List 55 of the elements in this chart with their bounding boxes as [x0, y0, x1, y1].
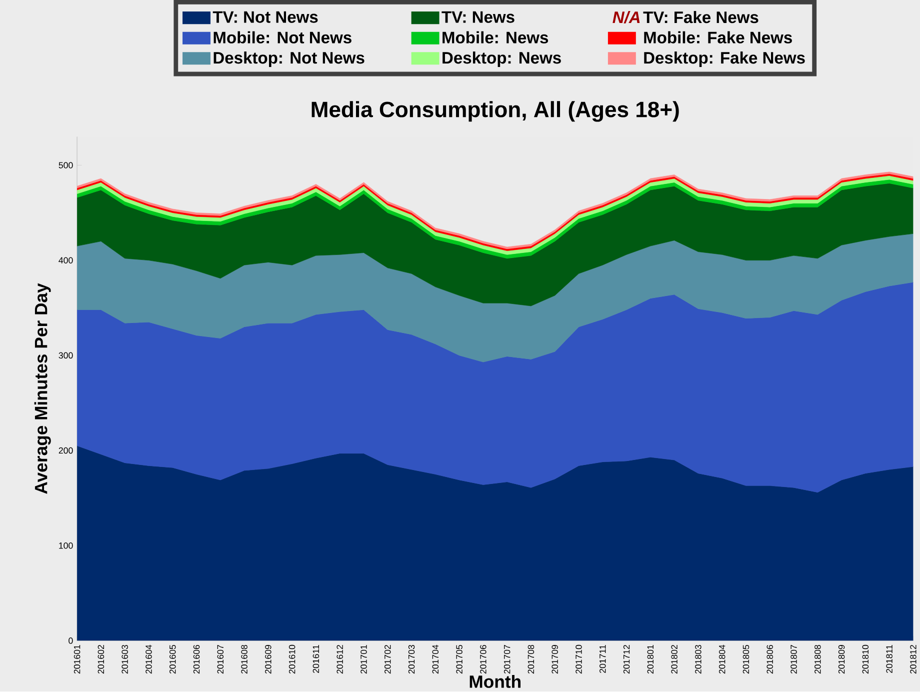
text: TV: Fake News — [643, 11, 758, 24]
x-tick-label: 201711 — [600, 645, 606, 674]
x-tick-label: 201805 — [742, 645, 750, 674]
x-axis-title: Month — [470, 675, 521, 688]
y-tick-label: 200 — [58, 448, 73, 454]
chart-title: Media Consumption, All (Ages 18+) — [312, 101, 679, 122]
x-tick-label: 201808 — [814, 645, 821, 674]
x-tick-label: 201704 — [432, 645, 439, 674]
x-tick-label: 201607 — [217, 645, 224, 674]
x-tick-label: 201803 — [695, 645, 702, 674]
x-tick-label: 201701 — [360, 645, 367, 674]
y-axis-title: Average Minutes Per Day — [34, 283, 51, 494]
x-tick-label: 201610 — [288, 645, 296, 674]
x-tick-label: 201604 — [146, 645, 152, 674]
x-tick-label: 201601 — [74, 645, 80, 674]
x-tick-label: 201812 — [910, 645, 916, 674]
x-tick-label: 201703 — [408, 645, 415, 674]
y-tick-label: 500 — [58, 162, 73, 169]
x-tick-label: 201811 — [886, 645, 892, 674]
x-tick-label: 201706 — [480, 645, 486, 674]
y-tick-label: 0 — [68, 638, 73, 644]
x-tick-label: 201802 — [671, 645, 678, 674]
x-tick-label: 201810 — [862, 645, 869, 674]
legend-label: Desktop: News — [442, 52, 561, 68]
x-tick-label: 201806 — [766, 645, 773, 674]
y-tick-label: 100 — [59, 542, 73, 549]
x-tick-label: 201809 — [838, 645, 845, 674]
x-tick-label: 201603 — [122, 645, 128, 674]
x-tick-label: 201609 — [265, 645, 272, 674]
x-tick-label: 201608 — [241, 645, 248, 674]
legend-label: Mobile: Not News — [214, 31, 352, 44]
x-tick-label: 201606 — [193, 645, 200, 674]
y-tick-label: 300 — [58, 352, 73, 359]
x-tick-label: 201611 — [312, 645, 320, 674]
x-tick-label: 201612 — [336, 645, 343, 674]
x-tick-label: 201605 — [169, 645, 176, 674]
x-tick-label: 201702 — [384, 645, 391, 674]
x-tick-label: 201804 — [718, 645, 726, 674]
x-tick-label: 201807 — [790, 645, 797, 674]
x-tick-label: 201707 — [504, 645, 510, 674]
legend-label: Desktop: Not News — [214, 52, 364, 68]
legend-label: Desktop: Fake News — [644, 52, 805, 68]
x-tick-label: 201602 — [98, 645, 104, 674]
x-tick-label: 201712 — [623, 645, 630, 674]
y-tick-label: 400 — [58, 257, 73, 264]
legend-label: TV: News — [442, 12, 514, 24]
legend-label: Mobile: Fake News — [644, 31, 792, 44]
legend-label: TV: Not News — [212, 12, 318, 24]
text: N/A — [612, 11, 640, 24]
x-tick-label: 201708 — [528, 645, 534, 674]
x-tick-label: 201705 — [456, 645, 462, 674]
legend-label: Mobile: News — [442, 31, 548, 44]
x-tick-label: 201801 — [647, 645, 654, 674]
x-tick-label: 201710 — [576, 645, 582, 674]
x-tick-label: 201709 — [552, 645, 558, 674]
